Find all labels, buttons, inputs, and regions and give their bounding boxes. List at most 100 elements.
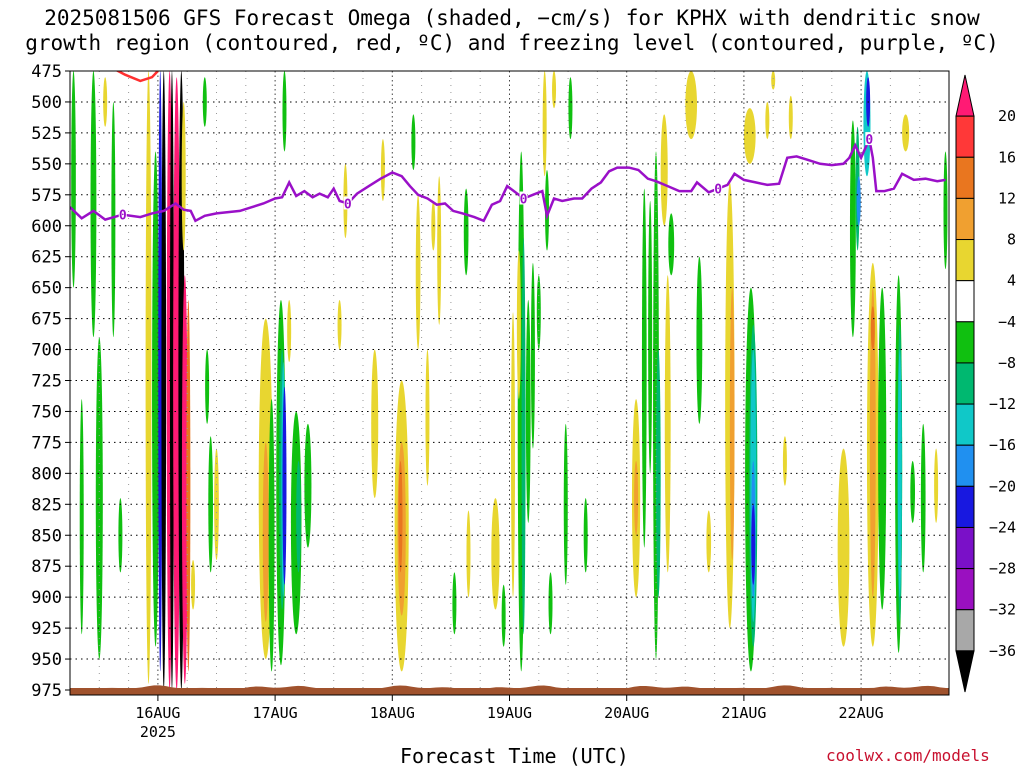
omega-region: [910, 460, 916, 523]
colorbar: 20 16 12 8 4 −4 −8 −12 −16 −20 −24 −28 −32 −36: [955, 74, 1016, 693]
omega-region: [287, 300, 292, 362]
omega-region: [304, 423, 312, 548]
omega-region: [262, 442, 269, 622]
omega-region: [491, 498, 500, 610]
y-axis: 475 500 525 550 575 600 625 650 675 700 725 750 775 8…: [31, 62, 70, 701]
y-tick-label: 650: [31, 279, 62, 299]
omega-region: [337, 300, 342, 350]
colorbar-swatch: [955, 444, 975, 487]
omega-region: [71, 71, 76, 288]
omega-region: [145, 71, 152, 684]
y-tick-label: 800: [31, 464, 62, 484]
y-tick-label: 850: [31, 526, 62, 546]
omega-region: [902, 114, 910, 152]
omega-region: [511, 312, 516, 598]
omega-region: [437, 176, 442, 325]
omega-region: [411, 114, 416, 171]
colorbar-swatch: [955, 280, 975, 323]
omega-region: [425, 349, 430, 486]
gridlines: [69, 70, 950, 695]
omega-region: [869, 287, 876, 598]
omega-region: [765, 101, 770, 140]
omega-region: [103, 77, 108, 127]
colorbar-label: 12: [998, 189, 1016, 207]
omega-region: [782, 436, 787, 486]
colorbar-label: −32: [989, 601, 1016, 619]
freezing-level-label: 0: [714, 183, 722, 198]
omega-region: [79, 399, 84, 635]
colorbar-swatch: [955, 321, 975, 364]
omega-region: [90, 71, 97, 338]
y-tick-label: 500: [31, 93, 62, 113]
omega-region: [943, 151, 948, 270]
y-tick-label: 925: [31, 619, 62, 639]
omega-region: [934, 448, 939, 523]
omega-region: [660, 114, 668, 226]
freezing-level-label: 0: [520, 193, 528, 208]
omega-region: [202, 77, 207, 127]
y-tick-label: 575: [31, 186, 62, 206]
omega-region: [849, 120, 856, 338]
colorbar-swatch: [955, 485, 975, 528]
colorbar-swatch: [955, 650, 975, 693]
omega-region: [516, 250, 521, 400]
x-tick-label: 21AUG: [721, 704, 766, 722]
omega-region: [466, 510, 471, 598]
omega-region: [296, 460, 301, 573]
x-axis-label: Forecast Time (UTC): [400, 744, 629, 768]
y-tick-label: 950: [31, 650, 62, 670]
omega-region: [743, 108, 756, 164]
colorbar-label: 20: [998, 107, 1016, 125]
omega-region: [208, 436, 213, 573]
label-background: [343, 196, 352, 210]
colorbar-swatch: [955, 74, 975, 117]
colorbar-swatch: [955, 156, 975, 199]
omega-region: [878, 287, 887, 610]
omega-region: [542, 71, 547, 177]
x-tick-label: 22AUG: [839, 704, 884, 722]
terrain-surface: [70, 685, 949, 695]
omega-region: [181, 101, 186, 251]
freezing-level-label: 0: [865, 133, 873, 148]
omega-region: [648, 200, 653, 474]
omega-region: [641, 188, 647, 548]
omega-region: [729, 287, 735, 561]
colorbar-swatch: [955, 197, 975, 241]
x-tick-label: 18AUG: [370, 704, 415, 722]
omega-region: [870, 306, 875, 350]
omega-region: [205, 349, 210, 424]
freezing-level-contour: [70, 134, 946, 223]
omega-region: [856, 176, 861, 226]
omega-region: [521, 238, 526, 635]
omega-region: [380, 139, 385, 201]
title-line-1: 2025081506 GFS Forecast Omega (shaded, −…: [44, 6, 980, 30]
colorbar-swatch: [955, 526, 975, 570]
y-tick-label: 975: [31, 681, 62, 701]
dendritic-contour: [115, 71, 159, 83]
omega-region: [158, 71, 163, 672]
y-tick-label: 750: [31, 402, 62, 422]
omega-region: [398, 460, 403, 573]
label-background: [865, 132, 874, 146]
colorbar-swatch: [955, 362, 975, 405]
omega-region: [452, 572, 457, 635]
omega-region: [668, 213, 675, 276]
omega-region: [634, 460, 639, 536]
colorbar-label: 16: [998, 148, 1016, 166]
omega-region: [415, 194, 421, 350]
omega-region: [268, 399, 275, 672]
omega-region: [169, 71, 174, 690]
omega-region: [282, 386, 287, 585]
omega-region: [371, 349, 379, 499]
omega-region: [111, 101, 116, 338]
colorbar-label: −24: [989, 518, 1016, 536]
omega-region: [751, 504, 756, 585]
x-tick-label: 17AUG: [253, 704, 298, 722]
y-tick-label: 875: [31, 557, 62, 577]
label-background: [519, 191, 528, 205]
omega-region: [771, 71, 776, 90]
omega-region: [583, 498, 588, 573]
omega-region: [152, 151, 160, 647]
